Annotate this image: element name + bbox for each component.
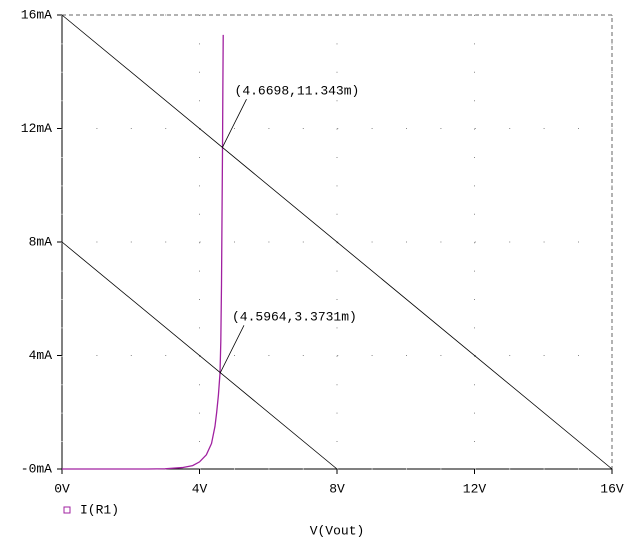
x-tick-label: 12V <box>463 481 487 496</box>
series-line <box>61 241 338 470</box>
legend-label: I(R1) <box>80 502 119 517</box>
y-tick-label: 8mA <box>29 234 53 249</box>
annotation-leader <box>219 325 245 374</box>
x-tick-label: 8V <box>329 481 345 496</box>
series-line <box>62 34 224 470</box>
annotation-label: (4.5964,3.3731m) <box>232 310 357 325</box>
annotation-leader <box>222 98 247 148</box>
y-tick-label: 4mA <box>29 348 53 363</box>
y-tick-label: 16mA <box>21 7 52 22</box>
series-line <box>61 14 613 470</box>
annotation-label: (4.6698,11.343m) <box>235 84 360 99</box>
x-tick-label: 16V <box>600 481 624 496</box>
x-axis-title: V(Vout) <box>310 523 365 538</box>
legend-swatch <box>63 506 71 514</box>
y-tick-label: 12mA <box>21 121 52 136</box>
y-tick-label: -0mA <box>21 461 52 476</box>
x-tick-label: 0V <box>54 481 70 496</box>
x-tick-label: 4V <box>192 481 208 496</box>
